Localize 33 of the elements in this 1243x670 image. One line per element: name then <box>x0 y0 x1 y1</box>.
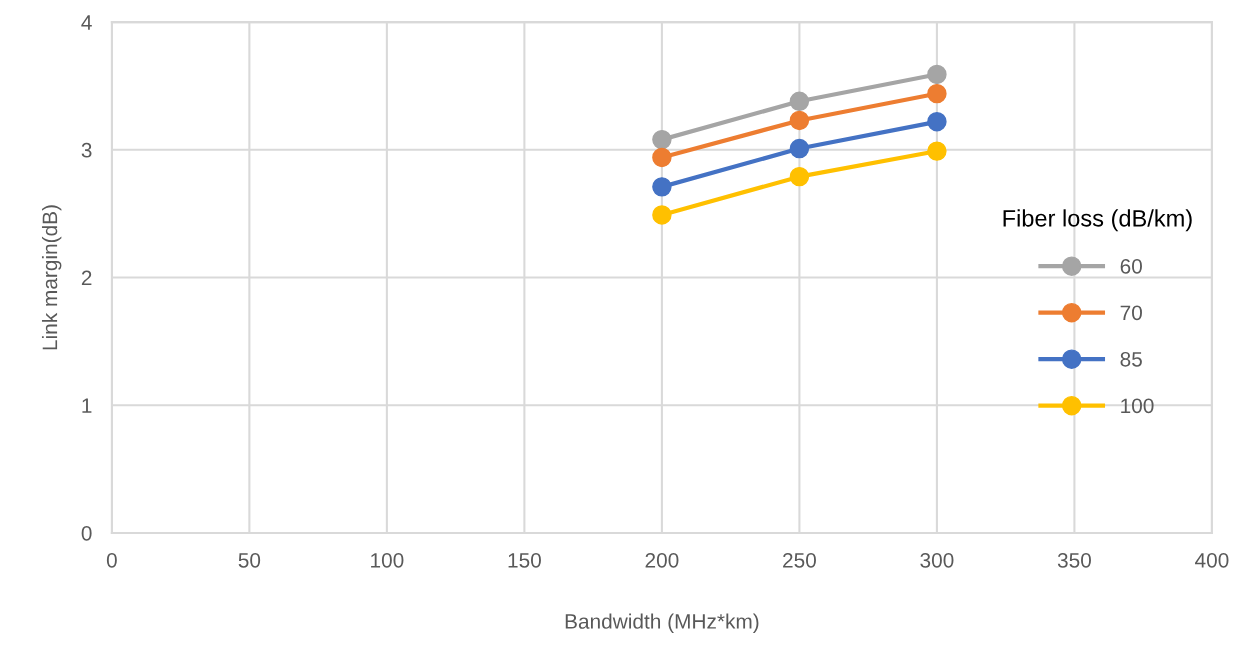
legend-title: Fiber loss (dB/km) <box>1003 209 1192 232</box>
point <box>789 110 810 131</box>
y-tick-label: 0 <box>81 525 92 541</box>
y-axis-title: Link margin(dB) <box>41 205 62 350</box>
point <box>789 138 810 159</box>
y-tick-label: 2 <box>81 270 92 286</box>
legend-label: 60 <box>1120 258 1142 274</box>
point <box>927 112 947 132</box>
point <box>652 205 672 225</box>
x-tick-label: 250 <box>783 552 816 568</box>
x-tick-label: 200 <box>645 552 679 568</box>
y-tick-label: 1 <box>82 398 92 413</box>
x-axis-title: Bandwidth (MHz*km) <box>565 613 759 633</box>
y-tick-label: 3 <box>81 142 92 158</box>
point <box>927 64 947 85</box>
legend-label: 85 <box>1120 351 1142 367</box>
x-tick-label: 350 <box>1057 552 1091 568</box>
x-tick-label: 100 <box>371 552 404 568</box>
point <box>789 166 810 187</box>
point <box>652 147 672 168</box>
x-tick-label: 300 <box>920 552 954 568</box>
x-tick-label: 400 <box>1195 552 1229 568</box>
point <box>927 83 947 104</box>
legend-label: 100 <box>1121 398 1154 414</box>
x-tick-label: 150 <box>508 552 541 568</box>
x-tick-label: 0 <box>106 552 117 568</box>
x-tick-label: 50 <box>238 552 261 568</box>
y-tick-label: 4 <box>81 15 92 30</box>
point <box>652 129 672 150</box>
point <box>652 177 672 197</box>
point <box>789 91 810 112</box>
point <box>927 141 947 161</box>
legend-label: 70 <box>1120 305 1142 321</box>
